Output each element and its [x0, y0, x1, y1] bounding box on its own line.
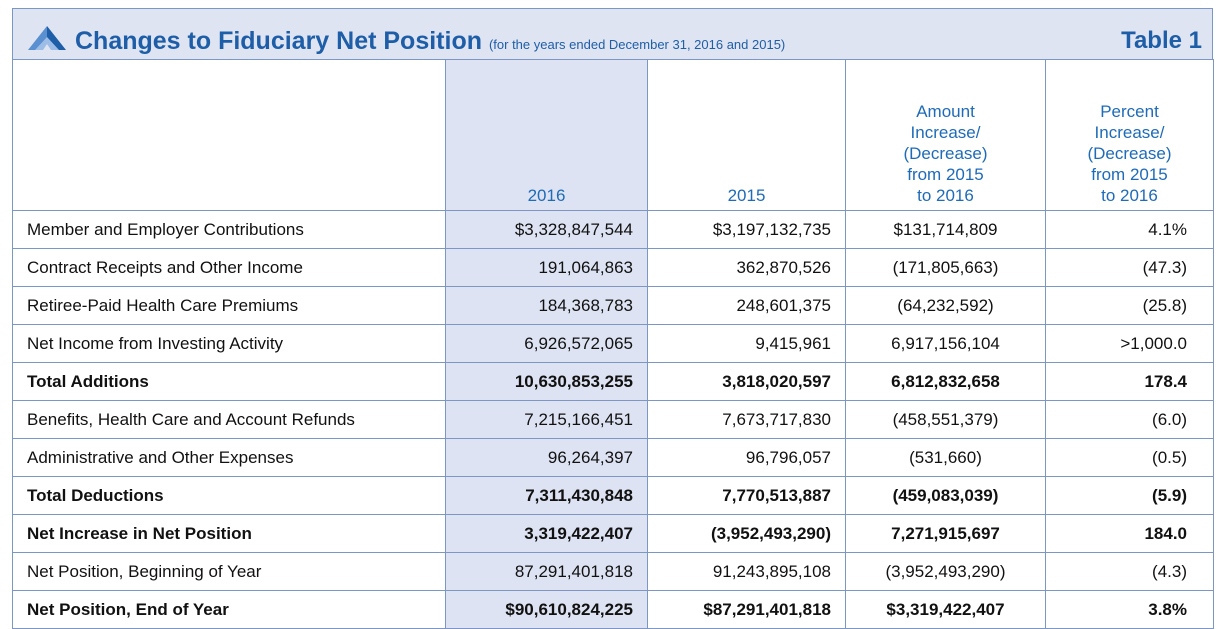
table-cell: (531,660)	[845, 438, 1046, 477]
table-cell: 87,291,401,818	[445, 552, 648, 591]
table-cell: $3,319,422,407	[845, 590, 1046, 629]
table-cell: >1,000.0	[1045, 324, 1214, 363]
table-cell: 96,264,397	[445, 438, 648, 477]
table-cell: $90,610,824,225	[445, 590, 648, 629]
table-cell: Retiree-Paid Health Care Premiums	[12, 286, 446, 325]
table-cell: $87,291,401,818	[647, 590, 846, 629]
table-row: Total Deductions 7,311,430,848 7,770,513,8…	[12, 476, 1214, 515]
table-row: Contract Receipts and Other Income 191,06…	[12, 248, 1214, 287]
table-cell: (25.8)	[1045, 286, 1214, 325]
table-cell: (459,083,039)	[845, 476, 1046, 515]
header-line: Amount	[916, 102, 975, 121]
table-cell: 7,215,166,451	[445, 400, 648, 439]
table-cell: (3,952,493,290)	[647, 514, 846, 553]
table-cell: Member and Employer Contributions	[12, 210, 446, 249]
table-cell: $131,714,809	[845, 210, 1046, 249]
table-label: Table 1	[1121, 27, 1202, 54]
title-bar: Changes to Fiduciary Net Position (for t…	[12, 8, 1213, 60]
table-row: Member and Employer Contributions $3,328,…	[12, 210, 1214, 249]
table-cell: Contract Receipts and Other Income	[12, 248, 446, 287]
data-table: 2016 2015 Amount Increase/ (Decrease) from 20…	[12, 59, 1214, 629]
table-cell: (6.0)	[1045, 400, 1214, 439]
table-cell: (458,551,379)	[845, 400, 1046, 439]
table-cell: 9,415,961	[647, 324, 846, 363]
table-cell: 96,796,057	[647, 438, 846, 477]
header-line: from 2015	[907, 165, 984, 184]
table-cell: 3.8%	[1045, 590, 1214, 629]
table-row: Net Position, End of Year $90,610,824,225…	[12, 590, 1214, 629]
header-line: from 2015	[1091, 165, 1168, 184]
header-line: 2016	[527, 186, 566, 205]
table-cell: 7,271,915,697	[845, 514, 1046, 553]
table-cell: Net Position, End of Year	[12, 590, 446, 629]
table-body: Member and Employer Contributions $3,328,…	[12, 210, 1214, 629]
header-line: (Decrease)	[903, 144, 988, 163]
table-cell: Net Income from Investing Activity	[12, 324, 446, 363]
table-row: Benefits, Health Care and Account Refund…	[12, 400, 1214, 439]
table-cell: 7,673,717,830	[647, 400, 846, 439]
table-row: Net Income from Investing Activity 6,926,…	[12, 324, 1214, 363]
header-line: to 2016	[917, 186, 974, 205]
title-text: Changes to Fiduciary Net Position	[75, 27, 482, 55]
table-cell: (47.3)	[1045, 248, 1214, 287]
table-cell: 10,630,853,255	[445, 362, 648, 401]
table-cell: Total Additions	[12, 362, 446, 401]
column-header: 2016	[445, 59, 648, 211]
table-cell: (3,952,493,290)	[845, 552, 1046, 591]
table-cell: Total Deductions	[12, 476, 446, 515]
table-cell: 3,818,020,597	[647, 362, 846, 401]
header-row: 2016 2015 Amount Increase/ (Decrease) from 20…	[12, 59, 1214, 211]
header-line: Percent	[1100, 102, 1159, 121]
table-cell: (4.3)	[1045, 552, 1214, 591]
table-cell: 91,243,895,108	[647, 552, 846, 591]
table-cell: (171,805,663)	[845, 248, 1046, 287]
column-header: 2015	[647, 59, 846, 211]
table-cell: 6,926,572,065	[445, 324, 648, 363]
table-row: Total Additions 10,630,853,255 3,818,020,5…	[12, 362, 1214, 401]
table-cell: 7,311,430,848	[445, 476, 648, 515]
title: Changes to Fiduciary Net Position (for t…	[75, 27, 785, 56]
column-header	[12, 59, 446, 211]
table-cell: (64,232,592)	[845, 286, 1046, 325]
table-cell: Benefits, Health Care and Account Refund…	[12, 400, 446, 439]
table-cell: (5.9)	[1045, 476, 1214, 515]
column-header: Percent Increase/ (Decrease) from 2015 to 20…	[1045, 59, 1214, 211]
header-line: to 2016	[1101, 186, 1158, 205]
table-cell: 4.1%	[1045, 210, 1214, 249]
table-cell: 6,917,156,104	[845, 324, 1046, 363]
table-cell: 178.4	[1045, 362, 1214, 401]
header-line: 2015	[727, 186, 766, 205]
table-row: Net Increase in Net Position 3,319,422,40…	[12, 514, 1214, 553]
column-header: Amount Increase/ (Decrease) from 2015 to 201…	[845, 59, 1046, 211]
logo	[28, 26, 66, 50]
table-row: Retiree-Paid Health Care Premiums 184,368…	[12, 286, 1214, 325]
table-cell: Net Increase in Net Position	[12, 514, 446, 553]
table-cell: 7,770,513,887	[647, 476, 846, 515]
table-cell: 362,870,526	[647, 248, 846, 287]
table-cell: 3,319,422,407	[445, 514, 648, 553]
table-cell: 248,601,375	[647, 286, 846, 325]
table-cell: (0.5)	[1045, 438, 1214, 477]
table-cell: 184,368,783	[445, 286, 648, 325]
table-cell: $3,328,847,544	[445, 210, 648, 249]
table-cell: Net Position, Beginning of Year	[12, 552, 446, 591]
header-line: Increase/	[910, 123, 981, 142]
table-cell: Administrative and Other Expenses	[12, 438, 446, 477]
table-cell: 191,064,863	[445, 248, 648, 287]
header-line: Increase/	[1094, 123, 1165, 142]
table-cell: 184.0	[1045, 514, 1214, 553]
header-line: (Decrease)	[1087, 144, 1172, 163]
table-row: Net Position, Beginning of Year 87,291,40…	[12, 552, 1214, 591]
subtitle: (for the years ended December 31, 2016 a…	[488, 37, 786, 52]
table-cell: $3,197,132,735	[647, 210, 846, 249]
table-row: Administrative and Other Expenses 96,264,…	[12, 438, 1214, 477]
table-cell: 6,812,832,658	[845, 362, 1046, 401]
